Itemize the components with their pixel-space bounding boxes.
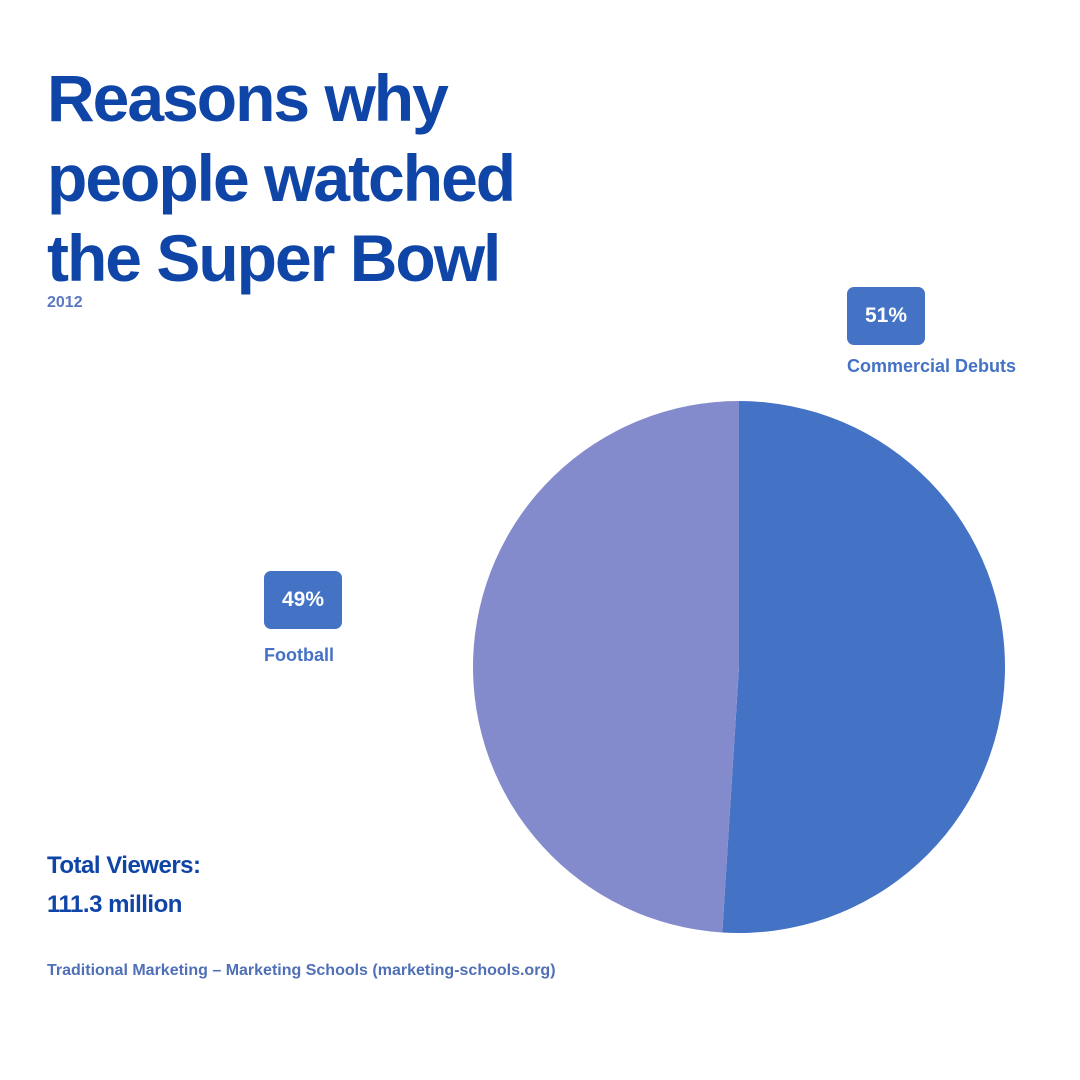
chart-title-line-3: the Super Bowl: [47, 221, 501, 295]
pie-slice-football: [473, 401, 739, 933]
pie-slice-commercial-debuts: [722, 401, 1006, 933]
data-label-commercial-debuts-percent: 51%: [847, 287, 926, 345]
total-viewers-value: 111.3 million: [47, 891, 182, 918]
chart-subtitle-year: 2012: [47, 294, 83, 311]
chart-title: Reasons why people watched the Super Bow…: [47, 58, 607, 298]
chart-title-line-2: people watched: [47, 141, 516, 215]
legend-label-football: Football: [264, 645, 334, 665]
chart-title-line-1: Reasons why: [47, 61, 449, 135]
total-viewers-label: Total Viewers:: [47, 852, 201, 879]
source-citation: Traditional Marketing – Marketing School…: [47, 962, 556, 979]
data-label-football-percent: 49%: [264, 571, 343, 629]
legend-label-commercial-debuts: Commercial Debuts: [847, 356, 1017, 376]
